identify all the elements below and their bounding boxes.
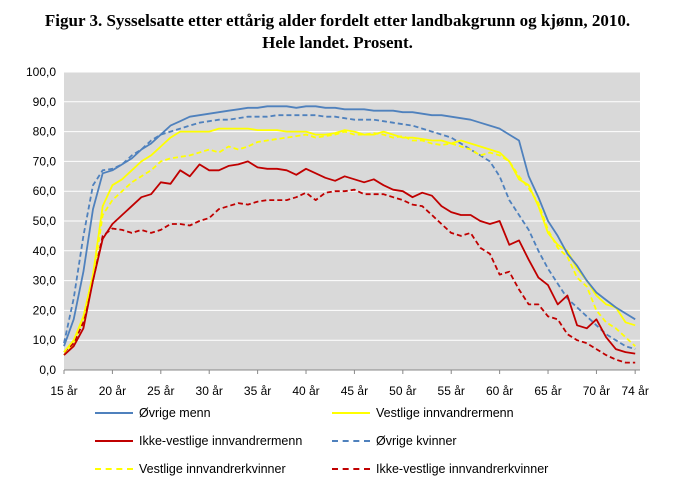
x-tick-label: 55 år bbox=[438, 384, 465, 398]
x-tick-label: 35 år bbox=[244, 384, 271, 398]
y-tick-label: 80,0 bbox=[33, 125, 57, 139]
series-line-1 bbox=[63, 127, 636, 353]
x-tick-label: 25 år bbox=[147, 384, 174, 398]
series-line-0 bbox=[63, 105, 636, 347]
chart-title-line-1: Figur 3. Sysselsatte etter ettårig alder… bbox=[44, 11, 631, 30]
series-lines bbox=[63, 105, 636, 364]
series-line-5 bbox=[63, 188, 636, 364]
y-tick-label: 10,0 bbox=[33, 333, 57, 347]
x-tick-label: 15 år bbox=[50, 384, 77, 398]
x-tick-label: 50 år bbox=[389, 384, 416, 398]
chart-title-line-2: Hele landet. Prosent. bbox=[262, 33, 413, 52]
y-tick-label: 90,0 bbox=[33, 95, 57, 109]
y-tick-label: 40,0 bbox=[33, 244, 57, 258]
x-tick-label: 74 år bbox=[621, 384, 648, 398]
y-axis: 0,0 10,0 20,0 30,0 40,0 50,0 60,0 70,0 80,0 90,0 1… bbox=[26, 65, 56, 377]
chart-title: Figur 3. Sysselsatte etter ettårig alder… bbox=[0, 10, 675, 54]
y-tick-label: 30,0 bbox=[33, 274, 57, 288]
y-tick-label: 50,0 bbox=[33, 214, 57, 228]
y-tick-label: 20,0 bbox=[33, 303, 57, 317]
y-tick-label: 100,0 bbox=[26, 65, 56, 79]
series-line-2 bbox=[63, 160, 636, 356]
y-tick-label: 0,0 bbox=[39, 363, 56, 377]
x-axis: 15 år 20 år 25 år 30 år 35 år 40 år 45 år 50 år… bbox=[50, 370, 649, 398]
x-tick-label: 20 år bbox=[99, 384, 126, 398]
x-tick-label: 40 år bbox=[292, 384, 319, 398]
x-tick-label: 60 år bbox=[486, 384, 513, 398]
x-tick-label: 65 år bbox=[534, 384, 561, 398]
y-tick-label: 60,0 bbox=[33, 184, 57, 198]
series-line-4 bbox=[63, 130, 636, 356]
y-tick-label: 70,0 bbox=[33, 154, 57, 168]
x-tick-label: 30 år bbox=[196, 384, 223, 398]
x-tick-label: 45 år bbox=[341, 384, 368, 398]
x-tick-label: 70 år bbox=[583, 384, 610, 398]
